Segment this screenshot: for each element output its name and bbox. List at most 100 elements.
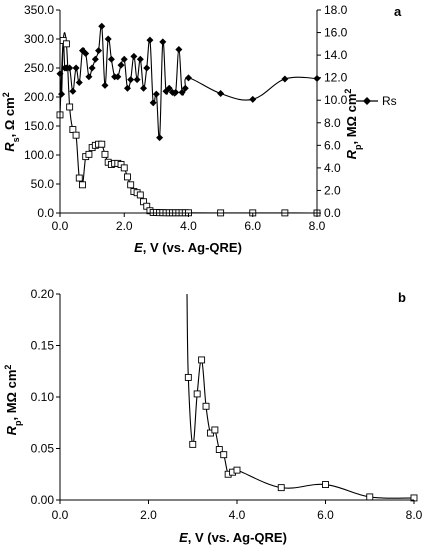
y-right-tick-label: 10.0 bbox=[324, 93, 348, 107]
data-point-rs bbox=[104, 35, 112, 43]
data-point-rs bbox=[130, 52, 138, 60]
x-tick-label: 0.0 bbox=[52, 219, 69, 233]
y-tick-label-b: 0.05 bbox=[31, 442, 55, 456]
y-left-tick-label: 200.0 bbox=[24, 90, 54, 104]
data-point-rp bbox=[79, 181, 86, 189]
data-point-rp bbox=[127, 181, 135, 189]
data-point-b bbox=[202, 402, 210, 410]
data-point-b bbox=[189, 440, 197, 448]
data-point-rs bbox=[181, 84, 189, 92]
x-tick-label-b: 6.0 bbox=[317, 508, 334, 522]
data-point-b bbox=[366, 493, 374, 501]
series-line-rp bbox=[59, 32, 318, 214]
data-point-b bbox=[184, 373, 192, 381]
y-left-tick-label: 300.0 bbox=[24, 32, 54, 46]
legend-label: Rs bbox=[382, 94, 397, 108]
data-point-rs bbox=[281, 75, 289, 83]
y-tick-label-b: 0.15 bbox=[31, 339, 55, 353]
data-point-b bbox=[277, 484, 285, 492]
x-axis-label-a: E, V (vs. Ag-QRE) bbox=[134, 240, 242, 255]
data-point-rs bbox=[123, 84, 131, 92]
data-point-rs bbox=[72, 64, 80, 72]
data-point-rp bbox=[66, 103, 74, 111]
y-right-tick-label: 6.0 bbox=[324, 138, 341, 152]
y-left-tick-label: 250.0 bbox=[24, 61, 54, 75]
data-point-rp bbox=[120, 164, 128, 172]
series-line-rs bbox=[59, 24, 318, 140]
data-point-rs bbox=[101, 81, 109, 89]
data-point-b bbox=[322, 481, 329, 488]
data-point-rs bbox=[175, 45, 183, 53]
panel-a: 0.0 2.0 4.0 6.0 8.00.050.0100.0150.0200.0250… bbox=[1, 3, 402, 255]
data-point-rp bbox=[62, 40, 70, 48]
data-point-rs bbox=[117, 61, 125, 69]
data-point-rp bbox=[98, 140, 106, 148]
data-point-rs bbox=[133, 76, 141, 84]
data-point-rs bbox=[88, 64, 96, 72]
data-point-rp bbox=[124, 173, 131, 181]
data-point-rp bbox=[85, 150, 93, 158]
y-right-tick-label: 16.0 bbox=[324, 26, 348, 40]
data-point-rs bbox=[127, 76, 135, 84]
y-right-tick-label: 8.0 bbox=[324, 116, 341, 130]
data-point-rs bbox=[75, 79, 83, 86]
x-tick-label: 8.0 bbox=[309, 219, 326, 233]
data-point-rs bbox=[82, 50, 90, 57]
x-tick-label-b: 0.0 bbox=[52, 508, 69, 522]
panel-b: 0.0 2.0 4.0 6.0 8.0 0.00 0.05 0.10 0.15 0.20 b E,… bbox=[3, 287, 423, 545]
data-point-rp bbox=[136, 191, 144, 199]
data-point-rs bbox=[66, 64, 74, 72]
y-left-tick-label: 100.0 bbox=[24, 148, 54, 162]
data-point-b bbox=[211, 426, 219, 434]
data-point-rs bbox=[146, 36, 154, 44]
y-axis-label-b: Rp, MΩ cm2 bbox=[3, 365, 23, 436]
data-point-rs bbox=[69, 87, 77, 95]
data-point-b bbox=[220, 451, 228, 459]
y-right-tick-label: 18.0 bbox=[324, 3, 348, 17]
x-tick-label-b: 4.0 bbox=[229, 508, 246, 522]
y-tick-label-b: 0.20 bbox=[31, 287, 55, 301]
y-left-tick-label: 0.0 bbox=[37, 206, 54, 220]
data-point-rs bbox=[91, 55, 99, 63]
y-tick-label-b: 0.10 bbox=[31, 390, 55, 404]
y-left-tick-label: 350.0 bbox=[24, 3, 54, 17]
legend: Rs bbox=[356, 94, 397, 108]
data-point-rs bbox=[165, 84, 173, 92]
y-right-tick-label: 14.0 bbox=[324, 48, 348, 62]
data-point-rs bbox=[156, 134, 164, 142]
data-point-rs bbox=[185, 74, 192, 82]
data-point-rs bbox=[143, 64, 151, 72]
y-right-tick-label: 0.0 bbox=[324, 206, 341, 220]
data-point-rs bbox=[95, 47, 103, 55]
data-point-rs bbox=[98, 22, 106, 30]
x-tick-label-b: 8.0 bbox=[406, 508, 423, 522]
data-point-rs bbox=[249, 95, 257, 103]
data-point-b bbox=[198, 356, 206, 364]
y-axis-label-left: Rs, Ω cm2 bbox=[1, 92, 21, 151]
data-point-rs bbox=[120, 55, 128, 63]
panel-a-letter: a bbox=[394, 4, 402, 19]
x-tick-label: 4.0 bbox=[180, 219, 197, 233]
data-point-b bbox=[193, 390, 201, 398]
data-point-rs bbox=[217, 90, 225, 98]
y-axis-label-right: Rp, MΩ cm2 bbox=[343, 89, 363, 160]
data-point-rp bbox=[72, 131, 80, 139]
y-right-tick-label: 2.0 bbox=[324, 183, 341, 197]
x-axis-label-b: E, V (vs. Ag-QRE) bbox=[179, 530, 287, 545]
y-left-tick-label: 150.0 bbox=[24, 119, 54, 133]
x-tick-label-b: 2.0 bbox=[140, 508, 157, 522]
legend-marker bbox=[363, 97, 371, 105]
data-point-b bbox=[233, 466, 241, 474]
y-right-tick-label: 4.0 bbox=[324, 161, 341, 175]
data-point-rs bbox=[136, 55, 144, 63]
data-point-rs bbox=[172, 88, 180, 96]
series-line-b bbox=[186, 293, 415, 499]
data-point-rs bbox=[178, 88, 186, 96]
data-point-rs bbox=[152, 90, 160, 98]
data-point-rs bbox=[159, 38, 167, 46]
x-tick-label: 2.0 bbox=[116, 219, 133, 233]
y-left-tick-label: 50.0 bbox=[31, 177, 55, 191]
panel-b-letter: b bbox=[398, 290, 406, 305]
data-point-b bbox=[215, 446, 223, 453]
